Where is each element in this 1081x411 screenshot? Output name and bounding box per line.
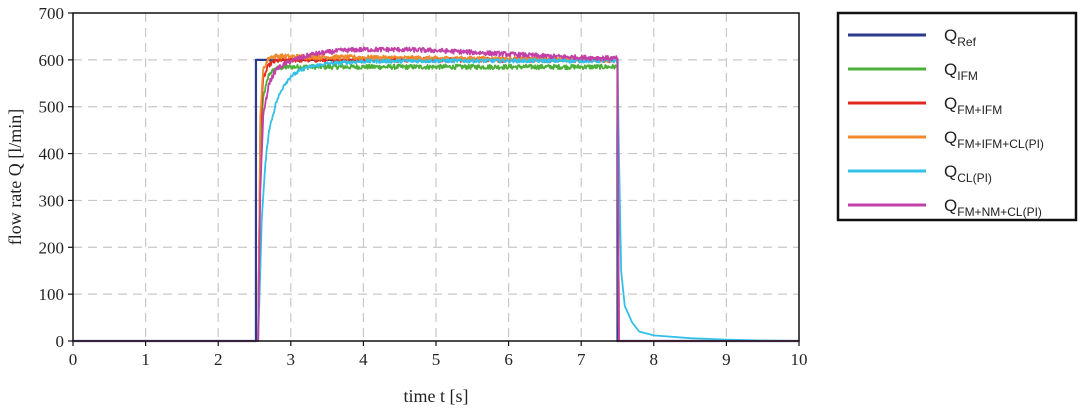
x-tick-label: 2 — [214, 350, 223, 369]
y-tick-label: 700 — [39, 4, 65, 23]
x-tick-label: 7 — [577, 350, 586, 369]
legend-box — [836, 11, 1078, 222]
series-line-q-fm-nm-cl — [73, 46, 799, 342]
y-tick-label: 300 — [39, 191, 65, 210]
legend-entry-q-fm-nm-cl: QFM+NM+CL(PI) — [944, 196, 1042, 219]
y-tick-label: 500 — [39, 98, 65, 117]
x-tick-label: 8 — [650, 350, 659, 369]
x-tick-label: 0 — [69, 350, 78, 369]
x-tick-label: 3 — [287, 350, 296, 369]
x-tick-label: 1 — [141, 350, 150, 369]
x-tick-label: 6 — [504, 350, 513, 369]
legend-entry-q-fm-ifm: QFM+IFM — [944, 94, 1002, 117]
series-line-q-cl — [73, 58, 800, 342]
x-tick-label: 4 — [359, 350, 368, 369]
x-tick-label: 9 — [722, 350, 731, 369]
legend-entry-q-fm-ifm-cl: QFM+IFM+CL(PI) — [944, 128, 1044, 151]
y-tick-label: 600 — [39, 51, 65, 70]
y-tick-label: 0 — [56, 332, 65, 351]
legend: QRef QIFM QFM+IFM QFM+IFM+CL(PI) QCL(PI) QFM+… — [836, 11, 1078, 222]
x-tick-label: 5 — [432, 350, 441, 369]
y-tick-label: 400 — [39, 145, 65, 164]
x-axis-label: time t [s] — [404, 386, 469, 406]
y-axis-label: flow rate Q [l/min] — [5, 109, 25, 245]
legend-entry-q-cl: QCL(PI) — [944, 162, 992, 185]
y-tick-label: 100 — [39, 285, 65, 304]
x-tick-label: 10 — [791, 350, 808, 369]
legend-entry-q-ref: QRef — [944, 26, 977, 49]
legend-entry-q-ifm: QIFM — [944, 60, 978, 83]
y-tick-label: 200 — [39, 238, 65, 257]
